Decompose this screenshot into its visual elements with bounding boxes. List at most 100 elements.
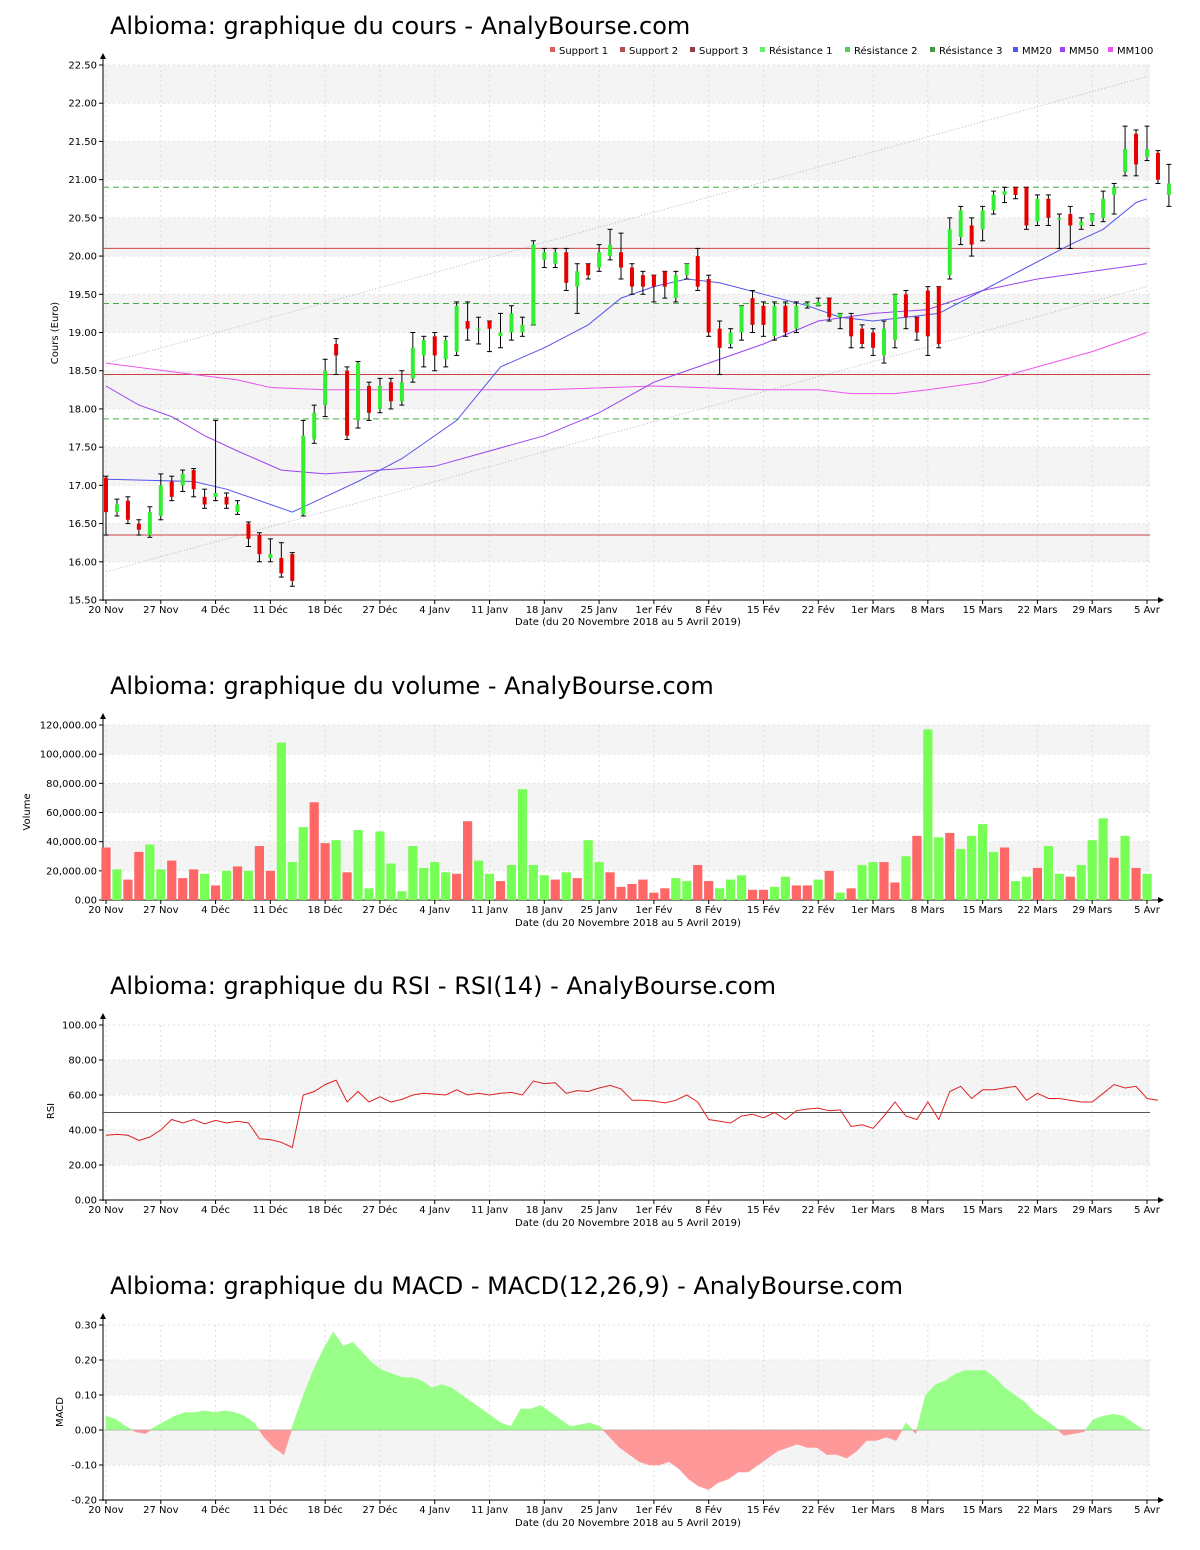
macd-xtick-label: 8 Mars	[911, 1505, 945, 1516]
candle-body	[958, 210, 963, 237]
candle-body	[421, 340, 426, 356]
price-x-arrow	[1158, 597, 1164, 603]
candle-body	[279, 557, 284, 574]
volume-bar	[715, 888, 725, 900]
rsi-xtick-label: 18 Janv	[526, 1205, 563, 1216]
macd-y-arrow	[100, 1313, 106, 1319]
candle-body	[1068, 214, 1073, 226]
price-ytick-label: 20.50	[68, 213, 97, 224]
rsi-xtick-label: 1er Fév	[635, 1204, 672, 1216]
volume-bar	[988, 851, 999, 900]
mm50-line	[105, 263, 1148, 475]
volume-ytick-label: 120,000.00	[40, 721, 97, 732]
volume-bar	[890, 882, 900, 900]
volume-bar	[134, 851, 144, 900]
volume-xtick-label: 4 Janv	[419, 905, 450, 916]
legend-swatch	[550, 47, 555, 52]
volume-xtick-label: 25 Janv	[580, 905, 617, 916]
candle-body	[465, 321, 470, 329]
volume-bar	[528, 865, 538, 900]
price-ytick-label: 19.50	[68, 290, 97, 301]
macd-xtick-label: 18 Janv	[526, 1505, 563, 1516]
volume-band	[103, 783, 1150, 813]
price-ytick-label: 21.50	[68, 137, 97, 148]
candle-body	[268, 554, 273, 558]
volume-bar	[112, 869, 122, 900]
volume-ytick-label: 80,000.00	[46, 779, 97, 790]
candle-body	[882, 328, 887, 356]
candle-body	[706, 279, 711, 333]
volume-bar	[375, 831, 385, 900]
price-xtick-label: 29 Mars	[1072, 605, 1112, 616]
price-xtick-label: 1er Fév	[635, 604, 672, 616]
volume-bar	[178, 878, 188, 900]
price-chart-xlabel: Date (du 20 Novembre 2018 au 5 Avril 201…	[515, 617, 741, 628]
volume-bar	[441, 872, 451, 900]
legend-swatch	[760, 47, 765, 52]
macd-chart-title: Albioma: graphique du MACD - MACD(12,26,…	[110, 1272, 903, 1300]
candle-body	[498, 332, 503, 337]
volume-bar	[934, 837, 944, 900]
price-chart-ylabel: Cours (Euro)	[50, 302, 61, 365]
legend-label: Support 1	[559, 46, 608, 57]
volume-bar	[835, 892, 845, 900]
volume-bar	[638, 879, 648, 900]
macd-xtick-label: 27 Nov	[143, 1505, 179, 1516]
candle-body	[717, 328, 722, 348]
candle-body	[399, 382, 404, 402]
legend-label: Résistance 3	[939, 45, 1002, 57]
macd-xtick-label: 4 Déc	[201, 1504, 230, 1516]
volume-bar	[145, 844, 155, 900]
candle-body	[794, 305, 799, 329]
macd-ytick-label: 0.20	[75, 1356, 97, 1367]
price-xtick-label: 8 Mars	[911, 605, 945, 616]
volume-bar	[232, 866, 243, 900]
candle-body	[662, 271, 667, 287]
price-ytick-label: 22.50	[68, 61, 97, 72]
volume-xtick-label: 1er Mars	[851, 905, 895, 916]
legend-label: Support 2	[629, 46, 678, 57]
candle-body	[180, 473, 185, 486]
macd-xtick-label: 22 Fév	[802, 1504, 835, 1516]
volume-bar	[254, 846, 265, 900]
price-ytick-label: 17.50	[68, 443, 97, 454]
candle-body	[388, 382, 393, 402]
candle-body	[860, 328, 865, 344]
macd-xtick-label: 15 Mars	[963, 1505, 1003, 1516]
macd-ytick-label: 0.30	[75, 1321, 97, 1332]
macd-chart-xlabel: Date (du 20 Novembre 2018 au 5 Avril 201…	[515, 1518, 741, 1529]
candle-body	[509, 313, 514, 333]
volume-bar	[682, 881, 692, 900]
candle-body	[586, 263, 591, 276]
price-band	[103, 447, 1150, 486]
candle-body	[1057, 217, 1062, 220]
volume-bar	[693, 865, 703, 900]
rsi-xtick-label: 27 Déc	[362, 1204, 397, 1216]
candle-body	[1155, 152, 1160, 180]
volume-bar	[1142, 873, 1152, 900]
rsi-band	[103, 1130, 1150, 1165]
candle-body	[345, 370, 350, 436]
rsi-line	[105, 1079, 1159, 1149]
price-ytick-label: 16.00	[68, 557, 97, 568]
volume-bar	[200, 873, 210, 900]
price-band	[103, 141, 1150, 180]
volume-bar	[561, 872, 571, 900]
volume-bar	[473, 860, 484, 900]
volume-bar	[506, 865, 517, 900]
rsi-xtick-label: 29 Mars	[1072, 1205, 1112, 1216]
candle-body	[991, 194, 996, 211]
price-band	[103, 65, 1150, 104]
rsi-ytick-label: 60.00	[68, 1091, 97, 1102]
volume-xtick-label: 1er Fév	[635, 904, 672, 916]
candle-body	[871, 332, 876, 348]
macd-ytick-label: -0.10	[71, 1461, 97, 1472]
macd-xtick-label: 11 Déc	[253, 1504, 288, 1516]
candle-body	[147, 512, 152, 536]
volume-xtick-label: 8 Fév	[695, 904, 722, 916]
volume-bar	[660, 888, 670, 900]
macd-xtick-label: 18 Déc	[308, 1504, 343, 1516]
candle-body	[805, 303, 810, 306]
volume-bar	[397, 891, 407, 900]
rsi-ytick-label: 80.00	[68, 1056, 97, 1067]
